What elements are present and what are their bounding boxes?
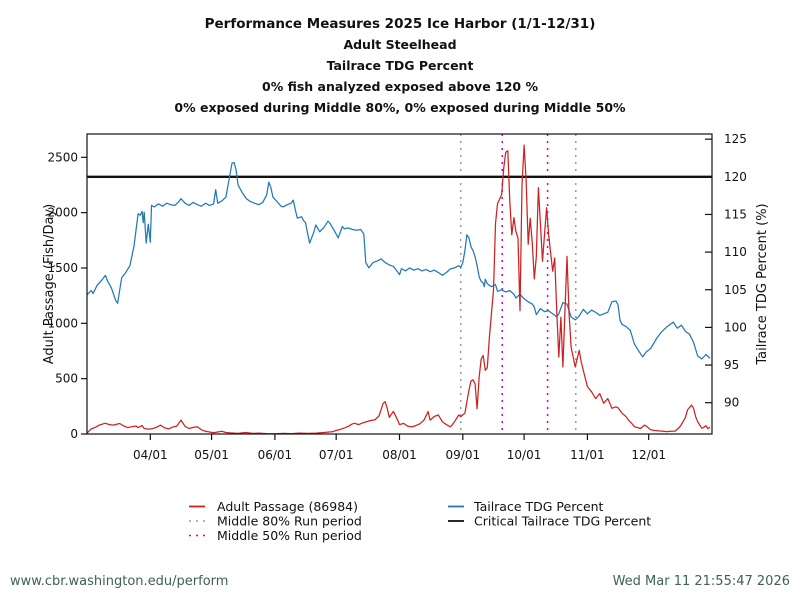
right-tick-label: 120 <box>724 170 747 184</box>
legend-label-middle80: Middle 80% Run period <box>217 514 362 529</box>
x-tick-label: 09/01 <box>446 448 481 462</box>
legend-label-critical-tdg: Critical Tailrace TDG Percent <box>474 514 651 529</box>
left-tick-label: 500 <box>55 372 78 386</box>
legend: Adult Passage (86984) Middle 80% Run per… <box>189 499 651 543</box>
left-tick-label: 1500 <box>47 261 78 275</box>
left-tick-label: 0 <box>70 427 78 441</box>
chart-title-line1: Performance Measures 2025 Ice Harbor (1/… <box>205 16 596 32</box>
legend-swatches <box>189 505 464 537</box>
left-axis-title: Adult Passage (Fish/Day) <box>42 204 57 364</box>
x-tick-label: 05/01 <box>194 448 229 462</box>
legend-label-adult-passage: Adult Passage (86984) <box>217 499 358 514</box>
chart-title-line2: Adult Steelhead <box>343 37 456 52</box>
axes-layer: 0 500 1000 1500 2000 2500 90 95 100 105 110 115 120 1… <box>47 132 746 462</box>
right-tick-label: 125 <box>724 132 747 146</box>
right-axis-title: Tailrace TDG Percent (%) <box>755 203 770 365</box>
chart-title-block: Performance Measures 2025 Ice Harbor (1/… <box>174 16 626 115</box>
right-tick-label: 90 <box>724 396 739 410</box>
legend-label-tdg: Tailrace TDG Percent <box>473 499 604 514</box>
x-tick-label: 12/01 <box>631 448 666 462</box>
footer: www.cbr.washington.edu/perform Wed Mar 1… <box>10 574 790 589</box>
x-tick-label: 08/01 <box>382 448 417 462</box>
x-tick-label: 07/01 <box>319 448 354 462</box>
right-tick-label: 105 <box>724 283 747 297</box>
x-tick-label: 11/01 <box>570 448 605 462</box>
right-tick-label: 110 <box>724 245 747 259</box>
x-tick-label: 06/01 <box>258 448 293 462</box>
tdg-line <box>86 161 711 360</box>
chart-title-line5: 0% exposed during Middle 80%, 0% exposed… <box>174 100 626 115</box>
left-tick-label: 2000 <box>47 206 78 220</box>
right-tick-label: 115 <box>724 207 747 221</box>
x-tick-label: 10/01 <box>507 448 542 462</box>
x-tick-label: 04/01 <box>133 448 168 462</box>
left-tick-label: 1000 <box>47 316 78 330</box>
right-tick-label: 95 <box>724 358 739 372</box>
plot-border <box>86 133 713 435</box>
chart-title-line3: Tailrace TDG Percent <box>327 58 474 73</box>
series-lines <box>86 144 711 435</box>
left-tick-label: 2500 <box>47 150 78 164</box>
adult-passage-line <box>86 144 711 435</box>
footer-timestamp: Wed Mar 11 21:55:47 2026 <box>613 574 790 589</box>
footer-url: www.cbr.washington.edu/perform <box>10 574 228 589</box>
legend-label-middle50: Middle 50% Run period <box>217 528 362 543</box>
right-tick-label: 100 <box>724 320 747 334</box>
chart-title-line4: 0% fish analyzed exposed above 120 % <box>262 79 538 94</box>
